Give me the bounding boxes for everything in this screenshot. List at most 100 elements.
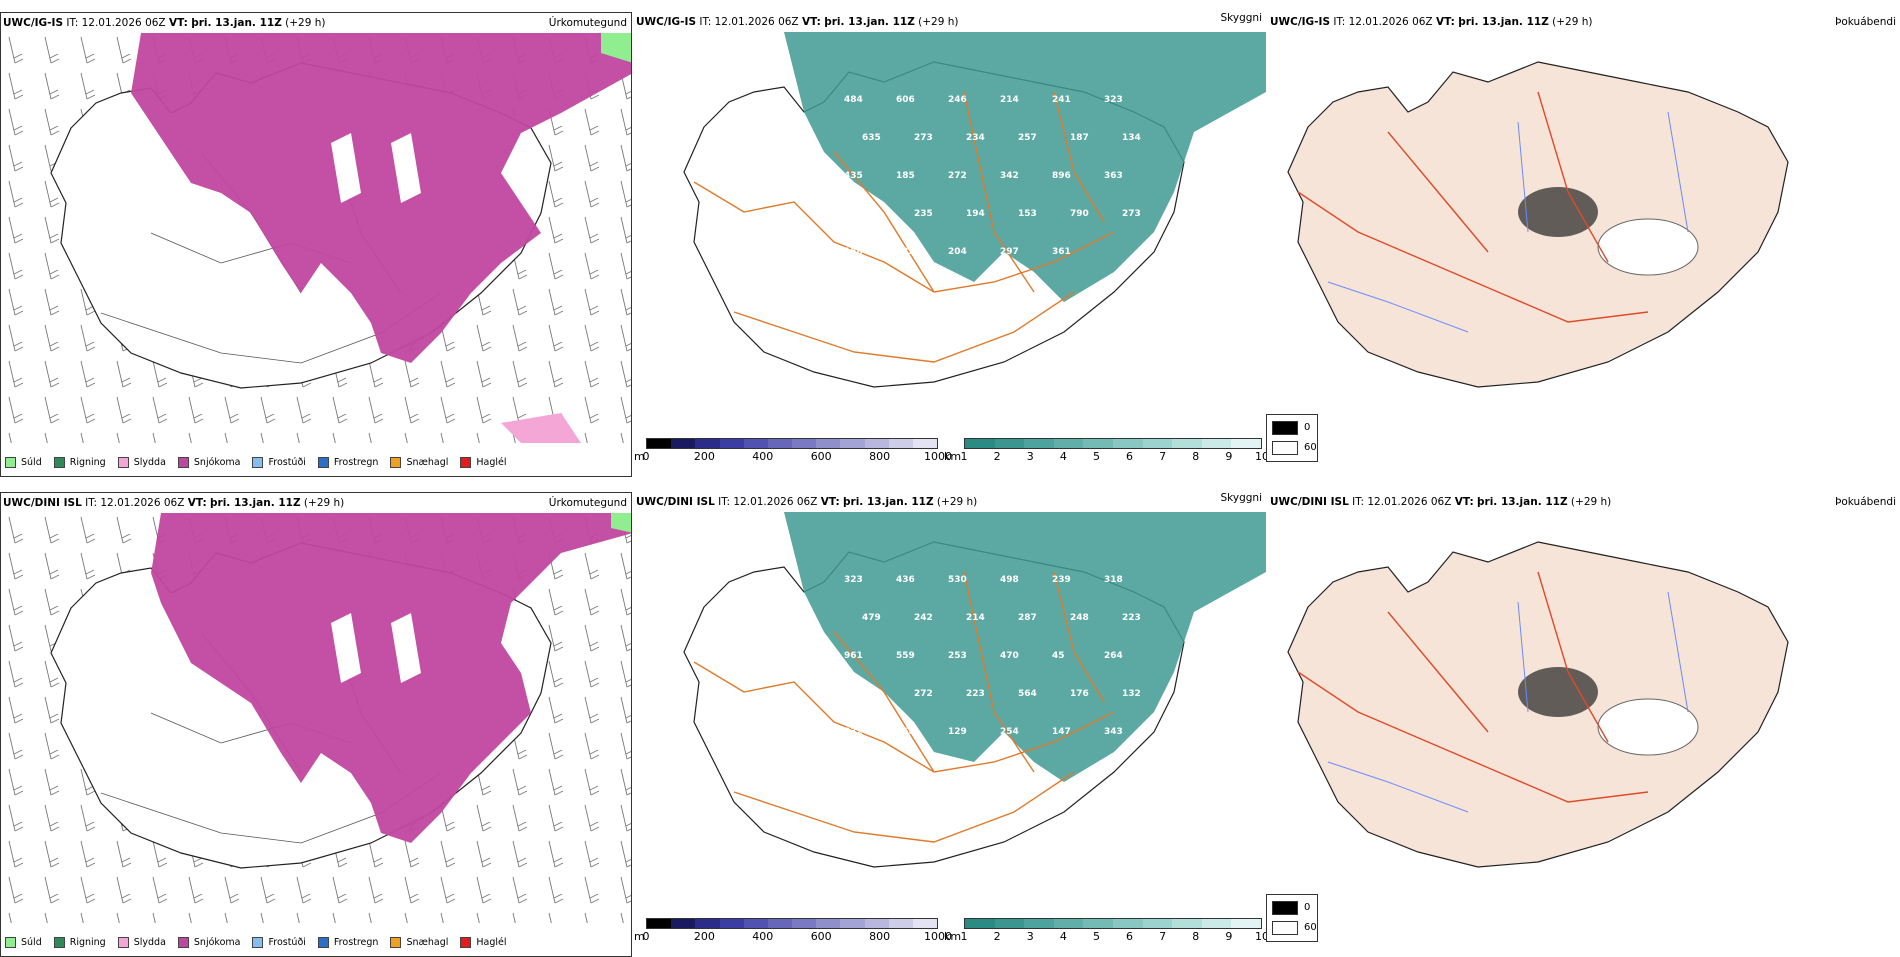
it-value: 12.01.2026 06Z <box>1348 16 1433 28</box>
visibility-tick-label: 3 <box>1026 930 1034 943</box>
legend-label: Frostregn <box>333 456 379 468</box>
it-value: 12.01.2026 06Z <box>1367 496 1452 508</box>
precip-legend: Súld Rigning Slydda Snjókoma Frostúði Fr… <box>5 934 519 950</box>
swatch <box>117 936 129 948</box>
visibility-tick-label: 8 <box>1192 930 1200 943</box>
visibility-tick-label: 9 <box>1225 930 1233 943</box>
height-color-block <box>816 919 841 928</box>
model-name: UWC/IG-IS <box>636 16 697 28</box>
legend-item: Súld <box>5 456 42 468</box>
height-label: 242 <box>914 613 933 623</box>
road-network <box>100 622 442 844</box>
vt-value: þri. 13.jan. 11Z <box>191 17 282 29</box>
legend-item: Frostregn <box>317 456 379 468</box>
panel-header: UWC/DINI ISL IT: 12.01.2026 06Z VT: þri.… <box>634 492 1266 512</box>
visibility-tick-label: 9 <box>1225 450 1233 463</box>
height-label: 264 <box>1104 651 1123 661</box>
height-color-block <box>719 919 744 928</box>
height-color-block <box>695 439 720 448</box>
legend-label: Frostregn <box>333 936 379 948</box>
height-label: 961 <box>844 651 863 661</box>
visibility-tick-label: 10 <box>1255 450 1266 463</box>
swatch <box>117 456 129 468</box>
visibility-tick-label: 5 <box>1092 450 1100 463</box>
height-color-block <box>816 439 841 448</box>
lead-time: (+29 h) <box>285 17 326 29</box>
legend-item: Haglél <box>460 936 507 948</box>
visibility-tick-label: 2 <box>993 930 1001 943</box>
height-label: 129 <box>948 727 967 737</box>
height-label: 134 <box>1122 133 1141 143</box>
height-label: 239 <box>1052 575 1071 585</box>
height-label: 194 <box>966 209 985 219</box>
panel-header: UWC/DINI ISL IT: 12.01.2026 06Z VT: þri.… <box>1 497 631 513</box>
cloud-label: 0 <box>1304 422 1311 433</box>
legend-item: Rigning <box>53 456 106 468</box>
height-label: 232 <box>844 727 863 737</box>
road-network <box>693 571 1115 843</box>
snow-gaps <box>331 133 421 203</box>
height-label: 498 <box>1000 575 1019 585</box>
cloud-label: 0 <box>1304 902 1311 913</box>
swatch <box>317 456 329 468</box>
it-label: IT: <box>85 497 98 509</box>
height-color-block <box>864 439 889 448</box>
height-color-block <box>912 919 938 928</box>
it-label: IT: <box>718 496 731 508</box>
height-color-block <box>671 439 696 448</box>
fog-panel-bottom: UWC/DINI ISL IT: 12.01.2026 06Z VT: þri.… <box>1268 492 1900 957</box>
visibility-color-block <box>1112 439 1143 448</box>
swatch <box>390 936 402 948</box>
visibility-map-top: 484 606 246 214 241 323 635 273 234 257 187 134 435 1… <box>683 32 1266 388</box>
vt-value: þri. 13.jan. 11Z <box>843 496 934 508</box>
height-color-block <box>840 439 865 448</box>
vt-label: VT: <box>1435 16 1455 28</box>
visibility-color-block <box>1142 919 1173 928</box>
height-label: 635 <box>862 133 881 143</box>
it-label: IT: <box>1333 16 1346 28</box>
visibility-color-block <box>1231 919 1261 928</box>
road-network <box>693 91 1115 363</box>
river-network <box>1327 591 1689 813</box>
height-ticks: 0 200 400 600 800 1000 <box>643 450 953 463</box>
precip-legend: Súld Rigning Slydda Snjókoma Frostúði Fr… <box>5 454 519 470</box>
height-tick-label: 400 <box>752 450 774 463</box>
drizzle-patch <box>601 33 631 63</box>
legend-label: Snæhagl <box>406 456 449 468</box>
height-label: 343 <box>1104 727 1123 737</box>
legend-item: Frostúði <box>252 456 306 468</box>
vt-label: VT: <box>168 17 188 29</box>
height-blocks <box>646 918 938 929</box>
height-color-block <box>840 919 865 928</box>
visibility-color-block <box>1112 919 1143 928</box>
height-tick-label: 200 <box>693 450 715 463</box>
height-color-block <box>767 439 793 448</box>
visibility-color-block <box>1142 439 1173 448</box>
height-color-block <box>888 919 913 928</box>
visibility-color-block <box>1024 439 1054 448</box>
legend-label: Slydda <box>133 456 166 468</box>
height-label: 257 <box>1018 133 1037 143</box>
fog-patch <box>1518 667 1598 717</box>
it-label: IT: <box>1352 496 1365 508</box>
model-name: UWC/DINI ISL <box>3 497 82 509</box>
legend-label: Haglél <box>476 456 507 468</box>
cloud-swatch <box>1272 921 1298 935</box>
height-label: 248 <box>1070 613 1089 623</box>
height-label: 214 <box>1000 95 1019 105</box>
height-label: 272 <box>914 689 933 699</box>
height-label: 241 <box>1052 95 1071 105</box>
height-label: 273 <box>1122 209 1141 219</box>
vt-label: VT: <box>820 496 840 508</box>
height-label: 235 <box>914 209 933 219</box>
glacier <box>1597 698 1699 756</box>
height-label: 272 <box>948 171 967 181</box>
visibility-color-block <box>1172 919 1202 928</box>
precip-map <box>1 513 631 923</box>
panel-header: UWC/IG-IS IT: 12.01.2026 06Z VT: þri. 13… <box>1268 16 1900 32</box>
field-name: Þokuábendi <box>1835 16 1896 28</box>
vt-value: þri. 13.jan. 11Z <box>1458 16 1549 28</box>
visibility-colorbar: km 1 2 3 4 5 6 7 8 9 10 <box>944 438 1266 464</box>
field-name: Úrkomutegund <box>548 17 627 29</box>
cloud-swatch <box>1272 421 1298 435</box>
